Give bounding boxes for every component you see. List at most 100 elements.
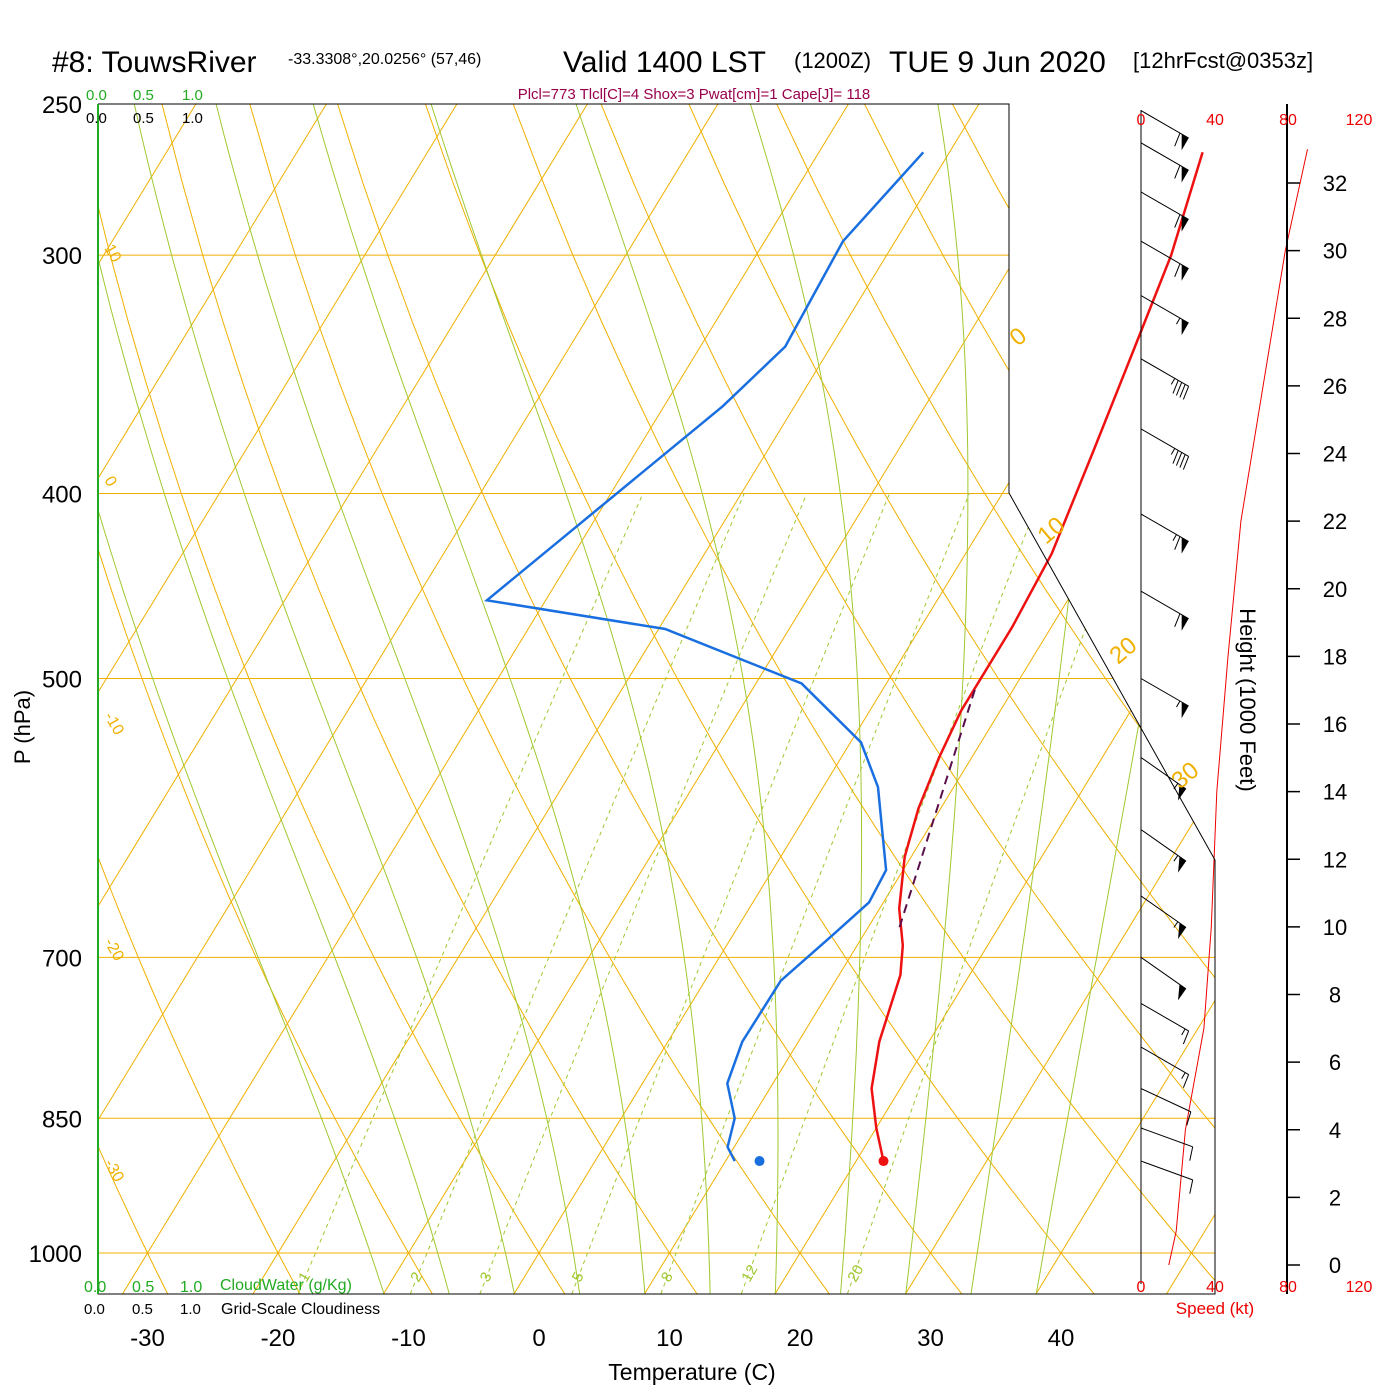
- dewpoint-surface-marker: [754, 1156, 765, 1167]
- dry-adiabat: [615, 104, 1215, 1294]
- isotherm-30: [881, 104, 1215, 1294]
- wind-barb-flag: [1172, 380, 1179, 394]
- isotherm-label-upper: 10: [1033, 512, 1071, 550]
- cloudiness-label: Grid-Scale Cloudiness: [221, 1301, 380, 1318]
- mixing-ratio-line: [476, 493, 808, 1294]
- wind-barb-shaft: [1140, 678, 1189, 707]
- wind-barb: [1140, 428, 1190, 470]
- wind-barb-shaft: [1140, 513, 1189, 542]
- temperature-trace: [870, 151, 1204, 1162]
- isotherm--50: [98, 104, 701, 1294]
- wind-barb: [1140, 829, 1187, 873]
- wind-barb-shaft: [1140, 240, 1189, 270]
- sounding-traces: [483, 110, 1308, 1266]
- height-tick-8: 8: [1329, 983, 1341, 1008]
- stability-indices: Plcl=773 Tlcl[C]=4 Shox=3 Pwat[cm]=1 Cap…: [518, 86, 871, 103]
- wind-barb-shaft: [1140, 295, 1189, 324]
- isotherm-20: [751, 104, 1215, 1294]
- height-tick-20: 20: [1323, 577, 1347, 602]
- wind-barb-half-flag: [1176, 317, 1181, 325]
- wind-barb-pennant: [1181, 537, 1189, 554]
- wind-barb-shaft: [1140, 829, 1187, 862]
- moist-adiabat: [98, 104, 450, 1294]
- wind-barb-shaft: [1140, 757, 1187, 790]
- cloud-top-green-2: 1.0: [182, 87, 203, 104]
- parcel-trace: [898, 686, 977, 928]
- wind-barb-flag: [1175, 382, 1183, 396]
- cloud-scale-top: 0.0 0.5 1.0 0.0 0.5 1.0: [86, 87, 203, 127]
- mixing-ratio-line: [844, 493, 1137, 1294]
- wind-barb: [1140, 590, 1189, 631]
- wind-barb-pennant: [1181, 166, 1189, 183]
- dry-adiabat: [1357, 0, 1400, 1332]
- wind-barb: [1140, 295, 1189, 336]
- wind-barb: [1140, 1088, 1192, 1126]
- moist-adiabat: [98, 104, 385, 1294]
- isotherm--70: [98, 104, 440, 1294]
- axis-labels: 1 2 3 5 8 12 20100-10-20-300102030250300400500…: [29, 92, 1348, 1352]
- isotherm--60: [98, 104, 571, 1294]
- isotherm--80: [98, 104, 310, 1294]
- wind-barb-shaft: [1140, 1088, 1192, 1113]
- height-tick-32: 32: [1323, 171, 1347, 196]
- wind-barb-shaft: [1140, 110, 1189, 139]
- cloud-top-black-1: 0.5: [133, 110, 154, 127]
- cloud-bottom-black-2: 1.0: [180, 1301, 201, 1318]
- temp-tick-10: 10: [656, 1325, 683, 1352]
- pressure-tick-300: 300: [42, 243, 82, 270]
- dry-adiabat: [120, 104, 724, 1294]
- mixing-ratio-label: 20: [844, 1262, 867, 1285]
- wind-barb-flag: [1182, 456, 1190, 470]
- wind-barb: [1140, 678, 1189, 719]
- isotherm-label: 10: [101, 242, 125, 266]
- height-tick-28: 28: [1323, 306, 1347, 331]
- wind-barb: [1140, 191, 1189, 232]
- moist-adiabat: [430, 104, 711, 1294]
- wind-barb: [1140, 956, 1187, 1001]
- isotherm--30: [98, 104, 962, 1294]
- wind-barb-flag: [1182, 1030, 1190, 1045]
- wind-barb-shaft: [1140, 895, 1187, 928]
- wind-barb-pennant: [1178, 856, 1187, 873]
- height-tick-24: 24: [1323, 442, 1347, 467]
- wind-barb-flag: [1174, 536, 1181, 550]
- wind-barb-flag: [1189, 1146, 1194, 1161]
- wind-barb-pennant: [1181, 134, 1189, 151]
- wind-barb-half-flag: [1173, 855, 1179, 862]
- height-tick-26: 26: [1323, 374, 1347, 399]
- speed-top-120: 120: [1346, 112, 1373, 129]
- dry-adiabat: [98, 104, 188, 1294]
- temp-tick-0: 0: [532, 1325, 545, 1352]
- cloudwater-label: CloudWater (g/Kg): [220, 1277, 352, 1294]
- zulu-time: (1200Z): [794, 48, 871, 73]
- wind-barb-flag: [1182, 1074, 1190, 1088]
- temp-tick-20: 20: [787, 1325, 814, 1352]
- height-tick-22: 22: [1323, 509, 1347, 534]
- wind-barb-flag: [1172, 450, 1179, 464]
- pressure-tick-500: 500: [42, 667, 82, 694]
- wind-barb-pennant: [1178, 922, 1187, 939]
- wind-barb-pennant: [1178, 784, 1187, 801]
- wind-barb-flag: [1186, 1111, 1192, 1126]
- moist-adiabat: [970, 104, 1107, 1294]
- isotherm-label: -10: [101, 710, 127, 739]
- wind-barb: [1140, 1046, 1190, 1088]
- speed-bottom-0: 0: [1137, 1279, 1146, 1296]
- moist-adiabat: [215, 104, 581, 1294]
- height-tick-14: 14: [1323, 780, 1347, 805]
- height-tick-18: 18: [1323, 644, 1347, 669]
- cloud-top-black-2: 1.0: [182, 110, 203, 127]
- pressure-tick-850: 850: [42, 1106, 82, 1133]
- valid-time: Valid 1400 LST: [563, 46, 766, 79]
- cloud-top-green-1: 0.5: [133, 87, 154, 104]
- wind-barb-flag: [1174, 263, 1181, 277]
- moist-adiabat: [133, 104, 515, 1294]
- wind-barb-pennant: [1181, 702, 1189, 719]
- pressure-tick-400: 400: [42, 482, 82, 509]
- wind-barb-shaft: [1140, 1046, 1189, 1076]
- moist-adiabat: [575, 104, 779, 1294]
- wind-barb-pennant: [1181, 614, 1189, 631]
- mixing-ratio-label: 8: [658, 1269, 677, 1285]
- station-coords: -33.3308°,20.0256° (57,46): [288, 51, 481, 68]
- wind-barb-half-flag: [1170, 448, 1176, 455]
